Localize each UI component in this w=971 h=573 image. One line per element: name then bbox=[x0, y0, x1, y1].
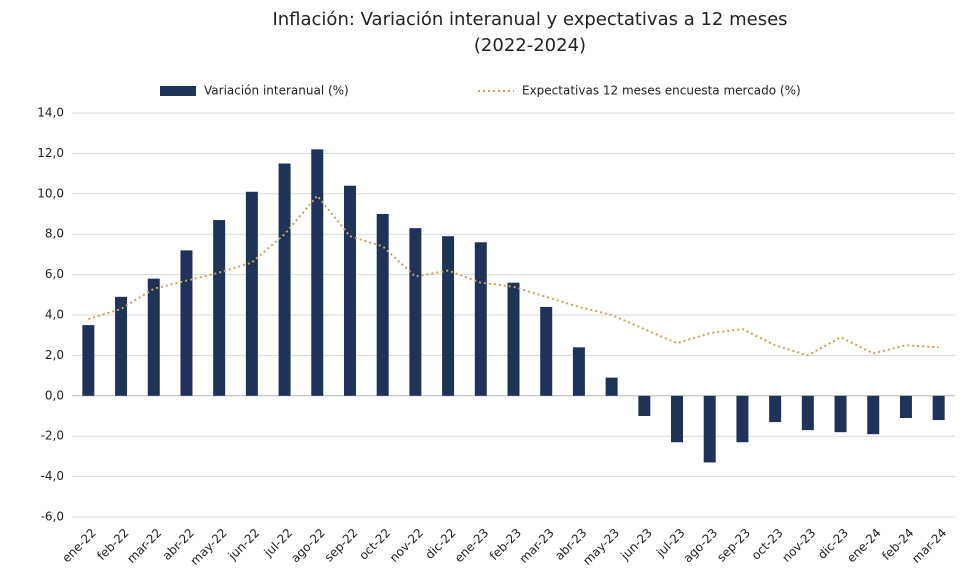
y-tick-label: 12,0 bbox=[37, 146, 64, 160]
bar bbox=[834, 395, 847, 433]
y-tick-label: -6,0 bbox=[41, 510, 64, 524]
bar bbox=[540, 306, 553, 396]
x-tick-label: jun-23 bbox=[617, 526, 655, 564]
bar bbox=[245, 191, 258, 396]
bar bbox=[180, 250, 193, 396]
bar bbox=[507, 282, 520, 396]
y-tick-label: 0,0 bbox=[45, 388, 64, 402]
legend-swatch bbox=[160, 86, 196, 96]
x-tick-label: ene-24 bbox=[844, 526, 884, 566]
y-tick-label: 6,0 bbox=[45, 267, 64, 281]
line bbox=[88, 194, 939, 357]
bar bbox=[638, 395, 651, 416]
x-tick-label: sep-23 bbox=[714, 526, 753, 565]
x-tick-label: ene-22 bbox=[59, 526, 99, 566]
bar bbox=[115, 296, 128, 396]
bar bbox=[671, 395, 684, 443]
x-tick-label: mar-24 bbox=[909, 526, 949, 566]
bar bbox=[278, 163, 291, 396]
x-tick-label: may-22 bbox=[188, 526, 230, 568]
x-tick-label: nov-23 bbox=[779, 526, 818, 565]
bar bbox=[147, 278, 160, 396]
bar bbox=[376, 214, 389, 396]
bar bbox=[572, 347, 585, 396]
legend-label: Variación interanual (%) bbox=[204, 84, 349, 98]
bar bbox=[213, 220, 226, 396]
bar bbox=[442, 236, 455, 396]
bar bbox=[703, 395, 716, 463]
bar bbox=[605, 377, 618, 396]
bar bbox=[932, 395, 945, 421]
x-tick-label: mar-23 bbox=[517, 526, 557, 566]
y-tick-label: 8,0 bbox=[45, 227, 64, 241]
bar bbox=[769, 395, 782, 423]
bar bbox=[899, 395, 912, 419]
legend-label: Expectativas 12 meses encuesta mercado (… bbox=[522, 84, 801, 98]
bar bbox=[736, 395, 749, 443]
x-tick-label: ago-22 bbox=[288, 526, 328, 566]
x-tick-label: may-23 bbox=[580, 526, 622, 568]
x-tick-label: mar-22 bbox=[124, 526, 164, 566]
y-tick-label: 2,0 bbox=[45, 348, 64, 362]
y-tick-label: -2,0 bbox=[41, 429, 64, 443]
y-tick-label: 10,0 bbox=[37, 186, 64, 200]
bar bbox=[474, 242, 487, 396]
bar bbox=[867, 395, 880, 435]
y-tick-label: -4,0 bbox=[41, 469, 64, 483]
y-tick-label: 14,0 bbox=[37, 106, 64, 120]
chart-title: Inflación: Variación interanual y expect… bbox=[272, 9, 787, 30]
chart-subtitle: (2022-2024) bbox=[474, 35, 586, 56]
bar bbox=[343, 185, 356, 396]
x-tick-label: ene-23 bbox=[452, 526, 492, 566]
bar bbox=[311, 149, 324, 396]
bar bbox=[801, 395, 814, 431]
x-tick-label: ago-23 bbox=[681, 526, 721, 566]
x-tick-label: nov-22 bbox=[387, 526, 426, 565]
y-tick-label: 4,0 bbox=[45, 308, 64, 322]
bar bbox=[82, 325, 95, 396]
bar bbox=[409, 228, 422, 396]
x-tick-label: sep-22 bbox=[322, 526, 361, 565]
x-tick-label: jun-22 bbox=[225, 526, 263, 564]
